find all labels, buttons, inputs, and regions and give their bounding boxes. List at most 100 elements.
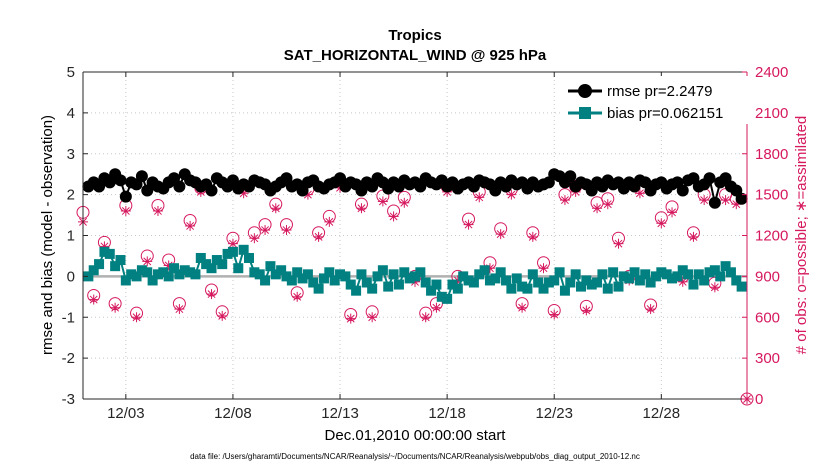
bias-point bbox=[479, 265, 490, 276]
bias-point bbox=[377, 265, 388, 276]
asterisk-stroke bbox=[539, 264, 548, 273]
bias-point bbox=[725, 267, 736, 278]
bias-point bbox=[720, 261, 731, 272]
bias-point bbox=[645, 277, 656, 288]
bias-point bbox=[554, 267, 565, 278]
asterisk-stroke bbox=[121, 207, 130, 215]
bias-point bbox=[511, 273, 522, 284]
bias-point bbox=[185, 267, 196, 278]
bias-point bbox=[693, 269, 704, 280]
bias-point bbox=[420, 277, 431, 288]
y-tick-label-right: 1800 bbox=[755, 146, 788, 163]
obs-assimilated-marker bbox=[217, 310, 228, 321]
obs-assimilated-marker bbox=[260, 225, 271, 236]
asterisk-stroke bbox=[400, 198, 409, 207]
obs-assimilated-marker bbox=[356, 203, 367, 214]
bias-point bbox=[399, 267, 410, 278]
bias-point bbox=[715, 271, 726, 282]
bias-point bbox=[608, 267, 619, 278]
obs-assimilated-marker bbox=[185, 220, 196, 231]
data-file-footnote: data file: /Users/gharamti/Documents/NCA… bbox=[190, 452, 640, 461]
bias-point bbox=[211, 255, 222, 266]
asterisk-stroke bbox=[250, 234, 259, 243]
asterisk-stroke bbox=[357, 204, 366, 213]
bias-point bbox=[559, 285, 570, 296]
asterisk-stroke bbox=[700, 196, 709, 205]
bias-point bbox=[688, 279, 699, 290]
bias-point bbox=[393, 279, 404, 290]
obs-assimilated-marker bbox=[152, 205, 163, 216]
bias-point bbox=[254, 269, 265, 280]
asterisk-stroke bbox=[432, 303, 441, 312]
y-axis-label-right: # of obs: o=possible; ∗=assimilated bbox=[793, 116, 810, 355]
bias-point bbox=[522, 283, 533, 294]
bias-point bbox=[447, 279, 458, 290]
bias-point bbox=[372, 271, 383, 282]
y-tick-label-left: 3 bbox=[67, 146, 75, 163]
obs-assimilated-marker bbox=[313, 231, 324, 242]
bias-point bbox=[442, 293, 453, 304]
asterisk-stroke bbox=[689, 232, 698, 241]
bias-point bbox=[415, 267, 426, 278]
bias-point bbox=[683, 269, 694, 280]
bias-point bbox=[699, 275, 710, 286]
y-tick-label-right: 300 bbox=[755, 350, 780, 367]
asterisk-stroke bbox=[368, 313, 377, 322]
asterisk-stroke bbox=[528, 232, 537, 241]
y-tick-label-left: -3 bbox=[62, 391, 75, 408]
bias-point bbox=[233, 263, 244, 274]
obs-assimilated-marker bbox=[688, 231, 699, 242]
bias-point bbox=[174, 269, 185, 280]
asterisk-stroke bbox=[293, 292, 302, 301]
rmse-point bbox=[703, 172, 716, 185]
bias-point bbox=[484, 275, 495, 286]
x-tick-label: 12/23 bbox=[535, 405, 573, 422]
bias-point bbox=[361, 277, 372, 288]
bias-point bbox=[452, 283, 463, 294]
bias-point bbox=[463, 275, 474, 286]
obs-assimilated-marker bbox=[677, 276, 688, 287]
bias-point bbox=[517, 281, 528, 292]
asterisk-stroke bbox=[346, 314, 355, 323]
obs-assimilated-marker bbox=[656, 218, 667, 229]
obs-assimilated-marker bbox=[367, 312, 378, 323]
bias-point bbox=[169, 263, 180, 274]
tick-labels: 12/03 12/08 12/13 12/18 12/23 12/28 -3 -2 -1 0 1 2 3… bbox=[62, 64, 789, 422]
bias-point bbox=[640, 269, 651, 280]
rmse-point bbox=[564, 170, 577, 183]
y-tick-label-left: 4 bbox=[67, 105, 75, 122]
rmse-point bbox=[119, 190, 132, 203]
bias-point bbox=[281, 271, 292, 282]
bias-point bbox=[731, 275, 742, 286]
bias-point bbox=[490, 273, 501, 284]
bias-point bbox=[677, 265, 688, 276]
bias-point bbox=[597, 269, 608, 280]
bias-point bbox=[629, 267, 640, 278]
legend-rmse-label: rmse pr=2.2479 bbox=[607, 83, 712, 100]
asterisk-stroke bbox=[282, 226, 291, 235]
bias-point bbox=[624, 273, 635, 284]
bias-point bbox=[163, 271, 174, 282]
bias-point bbox=[404, 273, 415, 284]
bias-point bbox=[179, 265, 190, 276]
asterisk-stroke bbox=[175, 305, 184, 314]
bias-point bbox=[238, 244, 249, 255]
bias-point bbox=[634, 275, 645, 286]
bias-point bbox=[704, 267, 715, 278]
rmse-point bbox=[205, 184, 218, 197]
bias-point bbox=[104, 248, 115, 259]
bias-point bbox=[527, 269, 538, 280]
bias-point bbox=[147, 275, 158, 286]
bias-point bbox=[549, 275, 560, 286]
obs-assimilated-marker bbox=[602, 199, 613, 210]
obs-assimilated-marker bbox=[592, 203, 603, 214]
asterisk-stroke bbox=[132, 313, 141, 322]
bias-point bbox=[329, 275, 340, 286]
x-axis-label: Dec.01,2010 00:00:00 start bbox=[325, 427, 507, 444]
bias-point bbox=[533, 277, 544, 288]
asterisk-stroke bbox=[314, 232, 323, 241]
bias-point bbox=[383, 281, 394, 292]
asterisk-stroke bbox=[710, 283, 719, 292]
obs-assimilated-marker bbox=[120, 205, 131, 216]
bias-point bbox=[613, 281, 624, 292]
